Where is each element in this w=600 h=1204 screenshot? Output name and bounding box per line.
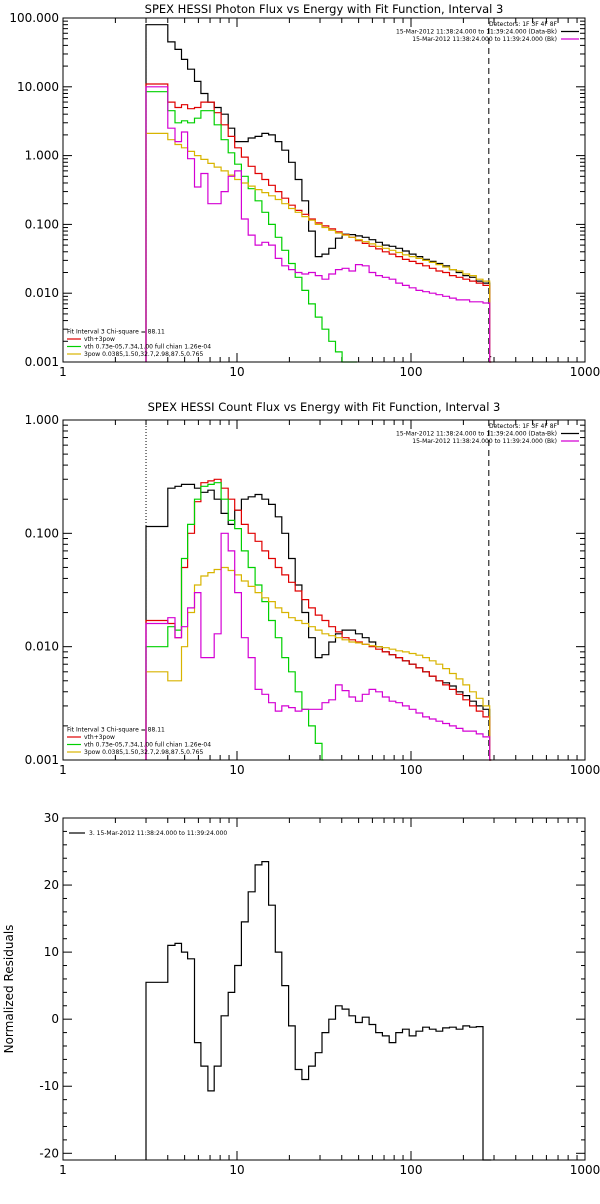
series-line-1 [145, 24, 492, 362]
x-tick-label: 1000 [570, 365, 600, 379]
y-tick-label: -10 [39, 1079, 59, 1093]
plot-frame [62, 17, 586, 363]
x-tick-label: 1 [59, 763, 67, 777]
x-tick-label: 10 [229, 763, 244, 777]
legend-top-entry: 15-Mar-2012 11:38:24.000 to 11:39:24.000… [396, 29, 557, 36]
y-tick-label: 0 [51, 1012, 59, 1026]
y-tick-label: 1.000 [25, 149, 59, 163]
x-tick-label: 100 [400, 1163, 423, 1177]
x-tick-label: 10 [229, 365, 244, 379]
series-line-2 [145, 83, 492, 363]
y-tick-label: 0.100 [25, 217, 59, 231]
x-tick-label: 1 [59, 365, 67, 379]
series-line-3 [145, 91, 357, 363]
chart-panel-1: SPEX HESSI Photon Flux vs Energy with Fi… [9, 2, 600, 379]
plot-frame [62, 817, 586, 1161]
legend-top-entry: Detectors: 1F 3F 4F 8F [489, 423, 558, 430]
series-line-5 [145, 86, 492, 363]
legend-bottom-entry: Fit Interval 3 Chi-square = 88.11 [67, 329, 165, 336]
series-line-1 [145, 483, 492, 761]
series-line-4 [145, 132, 492, 363]
plot-frame [62, 419, 586, 761]
series-line-4 [145, 566, 492, 761]
y-tick-label: 10 [44, 945, 59, 959]
y-tick-label: 100.000 [9, 11, 59, 25]
y-tick-label: 0.001 [25, 355, 59, 369]
y-tick-label: 0.100 [25, 526, 59, 540]
y-tick-label: -20 [39, 1146, 59, 1160]
legend-top-entry: 15-Mar-2012 11:38:24.000 to 11:39:24.000… [412, 438, 557, 445]
legend-bottom-entry: vth+3pow [84, 336, 115, 343]
legend-bottom-entry: 3pow 0.0385,1.50,32.7,2.98,87.5,0.765 [84, 749, 203, 756]
chart-title: SPEX HESSI Count Flux vs Energy with Fit… [148, 400, 501, 414]
x-tick-label: 10 [229, 1163, 244, 1177]
y-tick-label: 1.000 [25, 413, 59, 427]
chart-panel-2: SPEX HESSI Count Flux vs Energy with Fit… [25, 400, 600, 777]
y-tick-label: 0.010 [25, 640, 59, 654]
x-tick-label: 1000 [570, 1163, 600, 1177]
legend-top-entry: 15-Mar-2012 11:38:24.000 to 11:39:24.000… [396, 431, 557, 438]
legend-bottom-entry: vth+3pow [84, 734, 115, 741]
x-tick-label: 1000 [570, 763, 600, 777]
legend-top-entry: Detectors: 1F 3F 4F 8F [489, 21, 558, 28]
legend-top-entry: 15-Mar-2012 11:38:24.000 to 11:39:24.000… [412, 36, 557, 43]
series-line-3 [145, 482, 324, 761]
y-tick-label: 20 [44, 878, 59, 892]
y-tick-label: 10.000 [17, 80, 59, 94]
legend-bottom-entry: Fit Interval 3 Chi-square = 88.11 [67, 727, 165, 734]
series-line-2 [145, 478, 492, 761]
chart-panel-3: Normalized Residuals 1 10 100 1000 -20 -10 0 10 2… [2, 811, 600, 1177]
y-tick-label: 30 [44, 811, 59, 825]
x-tick-label: 1 [59, 1163, 67, 1177]
legend-bottom-entry: 3pow 0.0385,1.50,32.7,2.98,87.5,0.765 [84, 351, 203, 358]
series-line-5 [145, 532, 492, 761]
legend-entry: 3. 15-Mar-2012 11:38:24.000 to 11:39:24.… [89, 830, 227, 837]
legend-bottom-entry: vth 0.73e-05,7.34,1.00 full chian 1.26e-… [84, 344, 211, 351]
x-tick-label: 100 [400, 365, 423, 379]
y-tick-label: 0.010 [25, 286, 59, 300]
x-tick-label: 100 [400, 763, 423, 777]
y-axis-label: Normalized Residuals [2, 925, 16, 1054]
y-tick-label: 0.001 [25, 753, 59, 767]
legend-bottom-entry: vth 0.73e-05,7.34,1.00 full chian 1.26e-… [84, 742, 211, 749]
chart-title: SPEX HESSI Photon Flux vs Energy with Fi… [145, 2, 504, 16]
series-line-1 [145, 861, 492, 1161]
